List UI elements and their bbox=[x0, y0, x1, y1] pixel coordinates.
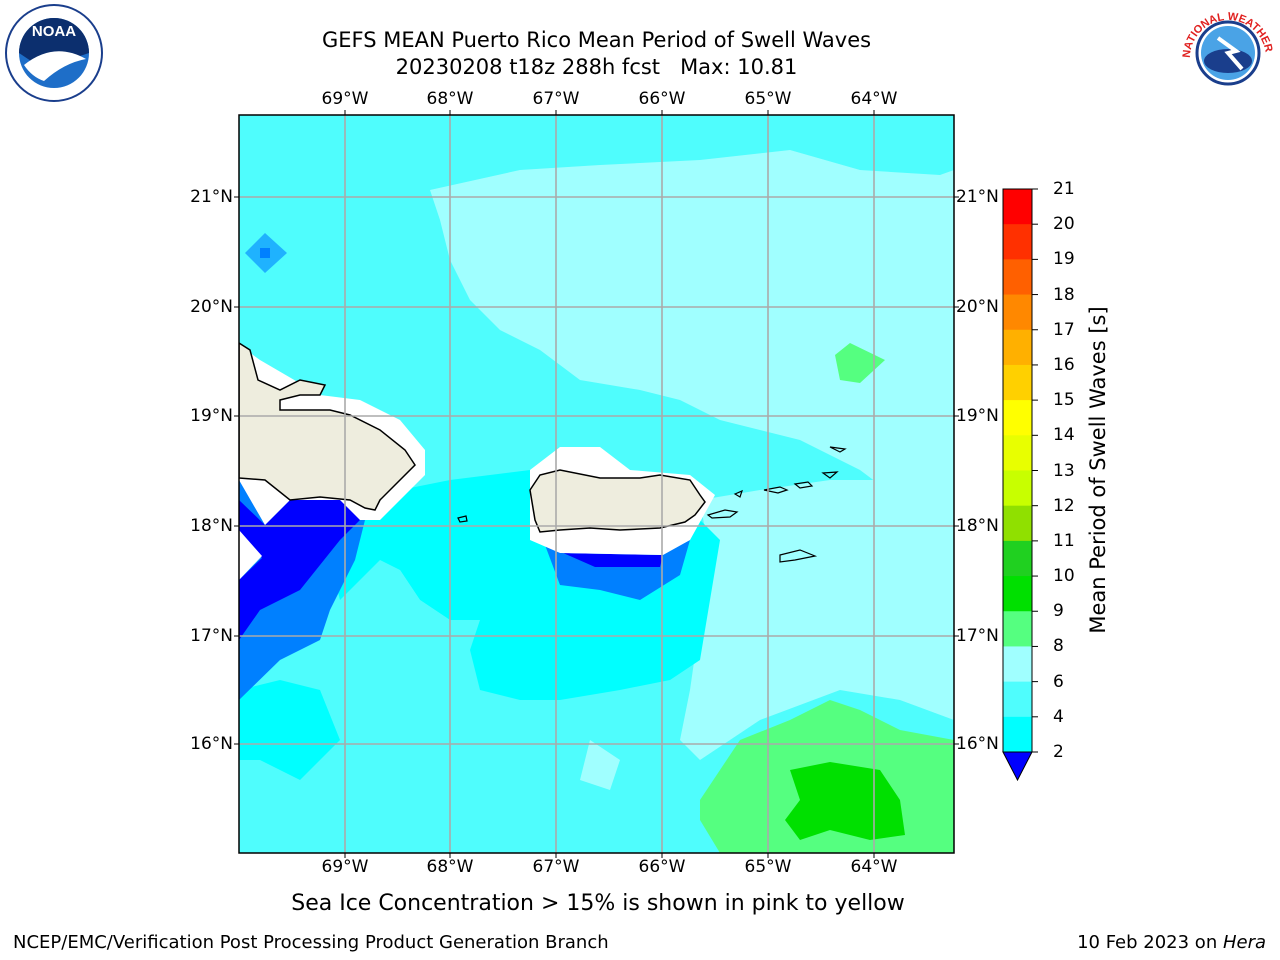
graticule bbox=[239, 115, 954, 853]
colorbar-segment bbox=[1003, 329, 1032, 366]
colorbar-segment bbox=[1003, 646, 1032, 683]
footer-machine: Hera bbox=[1222, 932, 1266, 953]
footer-organization: NCEP/EMC/Verification Post Processing Pr… bbox=[13, 932, 609, 953]
colorbar-tick-label: 2 bbox=[1053, 742, 1064, 762]
colorbar-tick-label: 20 bbox=[1053, 214, 1075, 235]
colorbar-tick-label: 10 bbox=[1053, 566, 1075, 587]
noaa-logo: NOAA bbox=[4, 3, 104, 107]
colorbar-segment bbox=[1003, 189, 1032, 225]
lat-label-left-19n: 19°N bbox=[190, 406, 233, 426]
colorbar-tick-label: 4 bbox=[1053, 706, 1064, 727]
colorbar-segment bbox=[1003, 400, 1032, 436]
land-vieques bbox=[706, 509, 739, 519]
colorbar-segment bbox=[1003, 540, 1032, 577]
lon-label-bottom-67w: 67°W bbox=[532, 857, 580, 877]
lat-label-left-18n: 18°N bbox=[190, 516, 233, 536]
chart-subtitle: 20230208 t18z 288h fcst Max: 10.81 bbox=[395, 55, 798, 79]
lat-label-right-21n: 21°N bbox=[956, 187, 999, 207]
lat-label-left-21n: 21°N bbox=[190, 187, 233, 207]
colorbar-tick-label: 8 bbox=[1053, 636, 1064, 657]
colorbar-tick-label: 17 bbox=[1053, 319, 1075, 340]
colorbar-tick-label: 21 bbox=[1053, 179, 1075, 199]
colorbar-segment bbox=[1003, 681, 1032, 718]
lat-label-right-16n: 16°N bbox=[956, 734, 999, 754]
colorbar-under-extension bbox=[1002, 751, 1033, 782]
colorbar-title: Mean Period of Swell Waves [s] bbox=[1086, 306, 1110, 634]
colorbar-tick-label: 18 bbox=[1053, 284, 1075, 305]
lat-label-left-20n: 20°N bbox=[190, 297, 233, 317]
colorbar-segment bbox=[1003, 224, 1032, 260]
contour-cyan-southwest bbox=[239, 680, 340, 780]
lon-label-top-69w: 69°W bbox=[321, 89, 369, 109]
lon-label-top-65w: 65°W bbox=[744, 89, 792, 109]
lat-label-left-16n: 16°N bbox=[190, 734, 233, 754]
contour-deep-blue-south-pr bbox=[545, 545, 663, 567]
lon-label-bottom-65w: 65°W bbox=[744, 857, 792, 877]
colorbar-segment bbox=[1003, 611, 1032, 647]
colorbar-segment bbox=[1003, 259, 1032, 296]
colorbar-tick-label: 11 bbox=[1053, 530, 1075, 551]
sea-ice-caption: Sea Ice Concentration > 15% is shown in … bbox=[291, 891, 905, 916]
contour-blue-south-pr bbox=[545, 540, 690, 600]
footer-date-text: 10 Feb 2023 on bbox=[1077, 932, 1223, 953]
contour-blue-nw-core bbox=[260, 248, 270, 258]
colorbar-tick-label: 15 bbox=[1053, 390, 1075, 411]
noaa-logo-text: NOAA bbox=[32, 23, 76, 40]
colorbar-tick-label: 19 bbox=[1053, 249, 1075, 270]
map-frame bbox=[238, 114, 955, 854]
colorbar-tick-label: 16 bbox=[1053, 354, 1075, 375]
footer-date: 10 Feb 2023 on Hera bbox=[1077, 932, 1266, 954]
colorbar-tick-label: 14 bbox=[1053, 425, 1075, 446]
contour-cyan-south bbox=[330, 470, 720, 700]
lon-label-bottom-66w: 66°W bbox=[638, 857, 686, 877]
lat-label-left-17n: 17°N bbox=[190, 626, 233, 646]
colorbar-tick-label: 13 bbox=[1053, 460, 1075, 481]
land-virgin-islands bbox=[733, 446, 847, 498]
contour-pale-cyan-north bbox=[430, 150, 954, 500]
lon-label-top-66w: 66°W bbox=[638, 89, 686, 109]
lon-label-bottom-69w: 69°W bbox=[321, 857, 369, 877]
contour-pale-cyan-southeast bbox=[680, 470, 954, 760]
land-mona-island bbox=[457, 515, 468, 523]
colorbar-tick-label: 6 bbox=[1053, 671, 1064, 692]
land-hispaniola bbox=[239, 342, 416, 511]
colorbar-segment bbox=[1003, 576, 1032, 612]
no-data-west-notch bbox=[239, 530, 262, 580]
colorbar-tick-label: 12 bbox=[1053, 495, 1075, 516]
colorbar-segment bbox=[1003, 294, 1032, 331]
lat-label-right-18n: 18°N bbox=[956, 516, 999, 536]
lat-label-right-17n: 17°N bbox=[956, 626, 999, 646]
colorbar bbox=[1002, 188, 1038, 782]
colorbar-tick-label: 9 bbox=[1053, 601, 1064, 622]
lon-label-top-67w: 67°W bbox=[532, 89, 580, 109]
lat-label-right-19n: 19°N bbox=[956, 406, 999, 426]
colorbar-segment bbox=[1003, 505, 1032, 542]
colorbar-segment bbox=[1003, 470, 1032, 507]
colorbar-segment bbox=[1003, 435, 1032, 471]
lon-label-top-64w: 64°W bbox=[850, 89, 898, 109]
nws-logo: NATIONAL WEATHER SERVICE bbox=[1174, 0, 1278, 107]
lon-label-top-68w: 68°W bbox=[426, 89, 474, 109]
contour-deep-blue-southwest bbox=[239, 500, 365, 640]
colorbar-segment bbox=[1003, 716, 1032, 753]
lon-label-bottom-64w: 64°W bbox=[850, 857, 898, 877]
lon-label-bottom-68w: 68°W bbox=[426, 857, 474, 877]
contour-bright-green bbox=[785, 762, 905, 840]
land-st-croix bbox=[779, 549, 818, 563]
map-plot-area bbox=[239, 115, 954, 853]
chart-title: GEFS MEAN Puerto Rico Mean Period of Swe… bbox=[321, 28, 872, 52]
lat-label-right-20n: 20°N bbox=[956, 297, 999, 317]
axis-ticks bbox=[234, 110, 959, 858]
contour-green-north bbox=[835, 343, 885, 383]
contour-pale-cyan-patch bbox=[580, 740, 620, 790]
colorbar-segment bbox=[1003, 364, 1032, 401]
